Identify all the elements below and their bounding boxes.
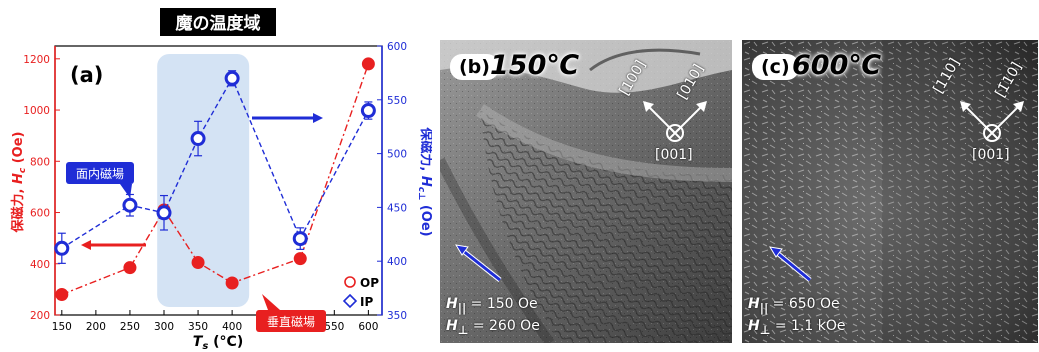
y-right-tick-label-500: 500 — [387, 149, 407, 161]
perpendicular-label: 垂直磁場 — [267, 314, 315, 329]
point-op-150 — [55, 288, 69, 302]
panel-label-b: (b) — [450, 54, 499, 80]
direction-001-b: [001] — [655, 147, 693, 163]
h-perp-b: H⊥ = 260 Oe — [446, 318, 540, 337]
in-plane-callout: 面内磁場 — [66, 162, 134, 198]
x-tick-label-150: 150 — [52, 321, 72, 333]
panel-label-a: (a) — [70, 63, 103, 87]
h-perp-c: H⊥ = 1.1 kOe — [748, 318, 846, 337]
x-tick-label-400: 400 — [222, 321, 242, 333]
point-ip-400 — [224, 70, 240, 86]
y-axis-right-label: 保磁力, Hc⊥ (Oe) — [416, 126, 432, 236]
temperature-label-c: 600℃ — [792, 50, 882, 81]
x-tick-label-550: 550 — [324, 321, 344, 333]
point-ip-350 — [190, 131, 206, 147]
micrograph-150c: (b) 150℃ [100] [010] [001] H|| = 150 Oe … — [440, 40, 732, 343]
y-left-tick-label-1200: 1200 — [23, 54, 50, 66]
point-op-600 — [361, 57, 375, 71]
x-tick-label-300: 300 — [154, 321, 174, 333]
perpendicular-callout: 垂直磁場 — [256, 294, 326, 332]
point-ip-150 — [54, 240, 70, 256]
y-left-tick-label-800: 800 — [30, 156, 50, 168]
x-tick-label-350: 350 — [188, 321, 208, 333]
magic-temperature-band — [157, 54, 250, 307]
point-op-250 — [123, 261, 137, 275]
y-axis-left-label: 保磁力, Hc (Oe) — [10, 132, 28, 234]
y-right-tick-label-450: 450 — [387, 202, 407, 214]
y-right-tick-label-550: 550 — [387, 95, 407, 107]
h-parallel-c: H|| = 650 Oe — [748, 296, 840, 315]
micrograph-150c-image — [440, 40, 732, 343]
point-ip-250 — [122, 197, 138, 213]
legend-op-marker — [344, 276, 356, 288]
y-left-tick-label-1000: 1000 — [23, 105, 50, 117]
legend: OP IP — [342, 276, 379, 309]
y-right-tick-label-350: 350 — [387, 310, 407, 322]
x-axis-label: Ts (°C) — [193, 334, 243, 352]
chart-title: 魔の温度域 — [176, 13, 261, 34]
in-plane-label: 面内磁場 — [76, 166, 124, 181]
point-op-400 — [225, 276, 239, 290]
chart-title-box — [160, 8, 276, 36]
legend-op-label: OP — [360, 276, 379, 290]
legend-ip-marker — [342, 293, 358, 309]
legend-ip-label: IP — [360, 295, 373, 309]
h-parallel-b: H|| = 150 Oe — [446, 296, 538, 315]
y-left-tick-label-600: 600 — [30, 208, 50, 220]
temperature-label-b: 150℃ — [490, 50, 580, 81]
point-ip-600 — [360, 103, 376, 119]
point-ip-300 — [156, 205, 172, 221]
panel-label-c: (c) — [752, 54, 799, 80]
coercivity-chart: 1502002503003504004505005506002004006008… — [10, 8, 432, 352]
y-left-tick-label-200: 200 — [30, 310, 50, 322]
point-op-350 — [191, 255, 205, 269]
x-tick-label-600: 600 — [358, 321, 378, 333]
x-tick-label-200: 200 — [86, 321, 106, 333]
point-ip-500 — [292, 231, 308, 247]
direction-001-c: [001] — [972, 147, 1010, 163]
y-right-tick-label-600: 600 — [387, 41, 407, 53]
micrograph-600c-image — [742, 40, 1038, 343]
point-op-500 — [293, 252, 307, 266]
x-tick-label-250: 250 — [120, 321, 140, 333]
y-right-tick-label-400: 400 — [387, 256, 407, 268]
micrograph-600c: (c) 600℃ [110] [1̄10] [001] H|| = 650 Oe… — [742, 40, 1038, 343]
y-left-tick-label-400: 400 — [30, 259, 50, 271]
